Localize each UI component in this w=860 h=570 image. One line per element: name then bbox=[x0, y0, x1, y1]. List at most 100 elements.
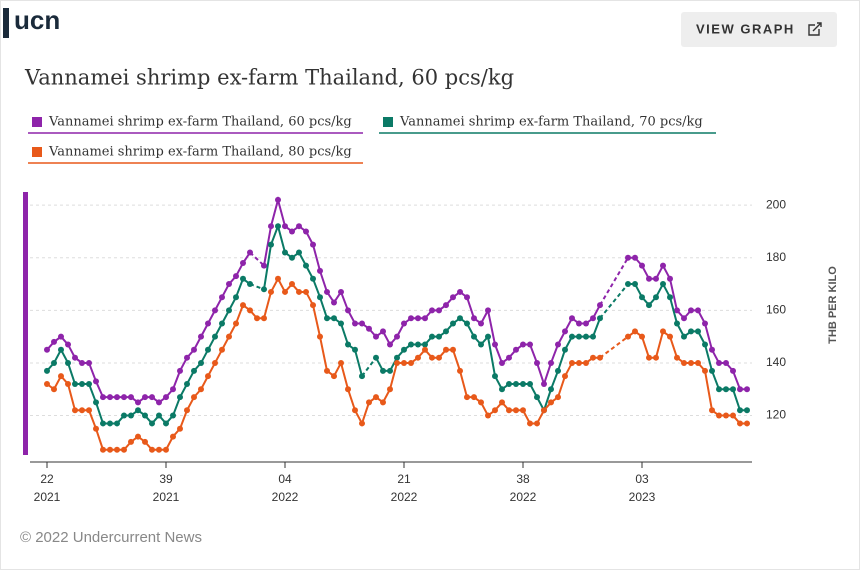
x-tick-label: 22 2021 bbox=[34, 472, 61, 504]
point bbox=[219, 294, 225, 301]
point bbox=[632, 328, 638, 335]
point bbox=[401, 346, 407, 353]
point bbox=[478, 399, 484, 406]
point bbox=[233, 320, 239, 327]
point bbox=[142, 412, 148, 419]
y-tick-label: 120 bbox=[766, 408, 786, 422]
view-graph-button[interactable] bbox=[681, 12, 837, 47]
point bbox=[695, 359, 701, 366]
point bbox=[135, 433, 141, 440]
point bbox=[681, 333, 687, 340]
view-graph-label[interactable]: VIEW GRAPH bbox=[696, 21, 795, 36]
point bbox=[436, 307, 442, 314]
point bbox=[492, 341, 498, 348]
point bbox=[464, 394, 470, 401]
point bbox=[485, 333, 491, 340]
point bbox=[170, 433, 176, 440]
gap-connector bbox=[599, 257, 629, 306]
x-tick-label: 38 2022 bbox=[510, 472, 537, 504]
point bbox=[562, 328, 568, 335]
point bbox=[282, 223, 288, 230]
point bbox=[303, 228, 309, 235]
point bbox=[198, 386, 204, 393]
point bbox=[583, 320, 589, 327]
point bbox=[240, 302, 246, 309]
point bbox=[457, 367, 463, 374]
point bbox=[331, 315, 337, 322]
point bbox=[436, 333, 442, 340]
point bbox=[51, 386, 57, 393]
point bbox=[674, 307, 680, 314]
point bbox=[520, 407, 526, 414]
point bbox=[702, 341, 708, 348]
point bbox=[72, 407, 78, 414]
point bbox=[114, 420, 120, 427]
point bbox=[177, 367, 183, 374]
point bbox=[373, 333, 379, 340]
x-tick-label: 21 2022 bbox=[391, 472, 418, 504]
point bbox=[513, 407, 519, 414]
point bbox=[646, 302, 652, 309]
chart-title: Vannamei shrimp ex-farm Thailand, 60 pcs… bbox=[24, 66, 514, 90]
gap-connector bbox=[361, 357, 377, 377]
point bbox=[352, 320, 358, 327]
point bbox=[674, 320, 680, 327]
point bbox=[667, 275, 673, 282]
x-tick-label: 39 2021 bbox=[153, 472, 180, 504]
point bbox=[597, 354, 603, 361]
point bbox=[191, 394, 197, 401]
point bbox=[457, 288, 463, 295]
point bbox=[86, 359, 92, 366]
x-tick-label: 04 2022 bbox=[272, 472, 299, 504]
point bbox=[401, 359, 407, 366]
point bbox=[275, 223, 281, 230]
y-axis-label: THB PER KILO bbox=[827, 266, 839, 344]
point bbox=[205, 373, 211, 380]
point bbox=[408, 315, 414, 322]
point bbox=[478, 341, 484, 348]
point bbox=[65, 341, 71, 348]
point bbox=[569, 333, 575, 340]
point bbox=[408, 359, 414, 366]
point bbox=[653, 354, 659, 361]
point bbox=[478, 320, 484, 327]
point bbox=[93, 378, 99, 385]
point bbox=[282, 249, 288, 256]
point bbox=[485, 412, 491, 419]
point bbox=[345, 386, 351, 393]
point bbox=[289, 281, 295, 288]
point bbox=[72, 354, 78, 361]
point bbox=[590, 333, 596, 340]
point bbox=[394, 333, 400, 340]
point bbox=[233, 273, 239, 280]
point bbox=[268, 288, 274, 295]
point bbox=[268, 241, 274, 248]
point bbox=[212, 333, 218, 340]
point bbox=[324, 367, 330, 374]
point bbox=[338, 359, 344, 366]
point bbox=[737, 407, 743, 414]
point bbox=[583, 333, 589, 340]
point bbox=[310, 275, 316, 282]
point bbox=[576, 333, 582, 340]
point bbox=[226, 281, 232, 288]
point bbox=[184, 380, 190, 387]
point bbox=[128, 394, 134, 401]
point bbox=[436, 354, 442, 361]
point bbox=[345, 341, 351, 348]
point bbox=[576, 359, 582, 366]
point bbox=[562, 373, 568, 380]
point bbox=[184, 354, 190, 361]
point bbox=[583, 359, 589, 366]
point bbox=[394, 354, 400, 361]
point bbox=[191, 346, 197, 353]
legend-swatch bbox=[32, 147, 42, 157]
point bbox=[506, 380, 512, 387]
point bbox=[499, 386, 505, 393]
point bbox=[415, 315, 421, 322]
point bbox=[51, 338, 57, 345]
point bbox=[492, 407, 498, 414]
point bbox=[149, 446, 155, 453]
point bbox=[226, 307, 232, 314]
